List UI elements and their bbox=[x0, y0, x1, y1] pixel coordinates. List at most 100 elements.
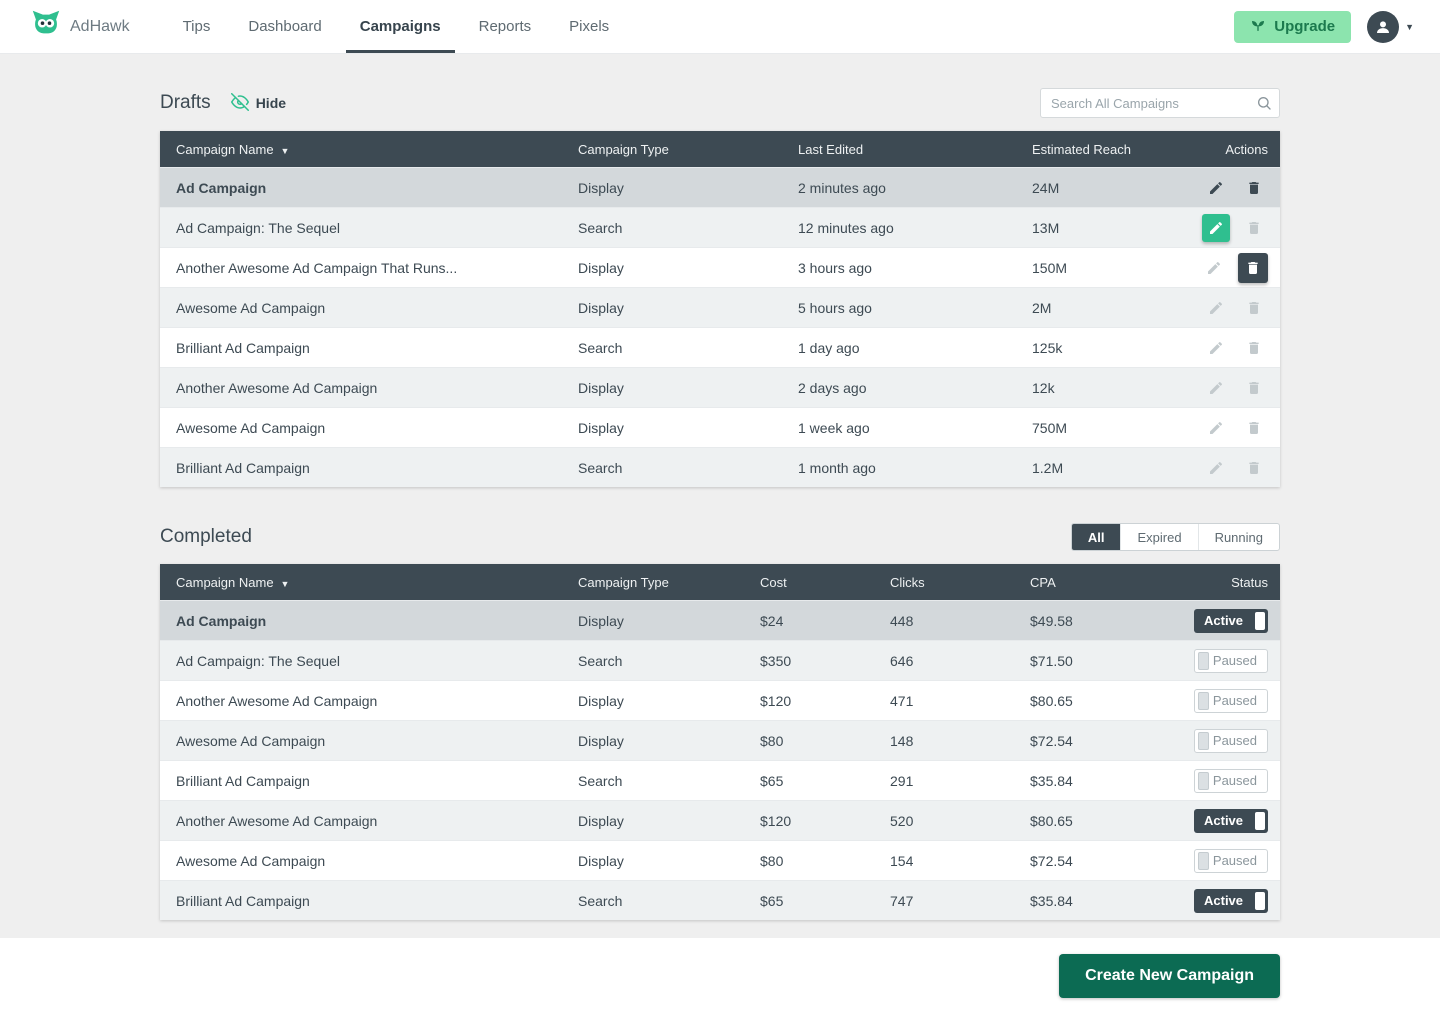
campaign-type: Search bbox=[578, 652, 623, 669]
column-cost[interactable]: Cost bbox=[760, 574, 787, 590]
campaign-type: Display bbox=[578, 812, 624, 829]
delete-button[interactable] bbox=[1240, 294, 1268, 322]
filter-all[interactable]: All bbox=[1071, 524, 1121, 550]
delete-button[interactable] bbox=[1240, 454, 1268, 482]
campaign-type: Display bbox=[578, 612, 624, 629]
last-edited: 1 day ago bbox=[798, 339, 860, 356]
nav-item-tips[interactable]: Tips bbox=[182, 18, 211, 35]
table-row[interactable]: Ad Campaign Display $24 448 $49.58 Activ… bbox=[160, 600, 1280, 640]
status-toggle[interactable]: Active bbox=[1194, 888, 1268, 913]
campaign-name: Another Awesome Ad Campaign bbox=[176, 692, 378, 709]
edit-button[interactable] bbox=[1202, 334, 1230, 362]
row-actions bbox=[1196, 334, 1280, 362]
account-menu[interactable]: ▼ bbox=[1367, 10, 1414, 43]
delete-button[interactable] bbox=[1240, 414, 1268, 442]
column-estimated-reach[interactable]: Estimated Reach bbox=[1032, 141, 1131, 157]
status-toggle[interactable]: Active bbox=[1194, 608, 1268, 633]
toggle-knob bbox=[1255, 611, 1265, 630]
status-toggle[interactable]: Paused bbox=[1194, 728, 1268, 753]
table-row[interactable]: Brilliant Ad Campaign Search 1 day ago 1… bbox=[160, 327, 1280, 367]
campaign-type: Search bbox=[578, 339, 623, 356]
create-new-campaign-button[interactable]: Create New Campaign bbox=[1059, 954, 1280, 998]
row-status: Active bbox=[1190, 888, 1280, 913]
column-campaign-name[interactable]: Campaign Name ▼ bbox=[176, 574, 290, 590]
clicks: 747 bbox=[890, 892, 914, 909]
delete-button[interactable] bbox=[1240, 174, 1268, 202]
column-last-edited[interactable]: Last Edited bbox=[798, 141, 864, 157]
edit-button[interactable] bbox=[1202, 414, 1230, 442]
table-row[interactable]: Another Awesome Ad Campaign Display 2 da… bbox=[160, 367, 1280, 407]
campaign-type: Search bbox=[578, 219, 623, 236]
clicks: 520 bbox=[890, 812, 914, 829]
table-row[interactable]: Brilliant Ad Campaign Search $65 747 $35… bbox=[160, 880, 1280, 920]
table-row[interactable]: Another Awesome Ad Campaign Display $120… bbox=[160, 680, 1280, 720]
brand[interactable]: AdHawk bbox=[30, 10, 130, 43]
delete-button[interactable] bbox=[1240, 214, 1268, 242]
status-toggle[interactable]: Paused bbox=[1194, 688, 1268, 713]
edit-button[interactable] bbox=[1202, 174, 1230, 202]
status-toggle[interactable]: Active bbox=[1194, 808, 1268, 833]
search-input[interactable] bbox=[1040, 88, 1280, 118]
status-toggle[interactable]: Paused bbox=[1194, 648, 1268, 673]
cpa: $80.65 bbox=[1030, 692, 1073, 709]
campaign-type: Search bbox=[578, 772, 623, 789]
edit-button[interactable] bbox=[1202, 294, 1230, 322]
table-row[interactable]: Awesome Ad Campaign Display $80 148 $72.… bbox=[160, 720, 1280, 760]
top-nav: AdHawk Tips Dashboard Campaigns Reports … bbox=[0, 0, 1440, 54]
hide-drafts-link[interactable]: Hide bbox=[230, 92, 287, 114]
estimated-reach: 1.2M bbox=[1032, 459, 1064, 476]
table-row[interactable]: Ad Campaign Display 2 minutes ago 24M bbox=[160, 167, 1280, 207]
trash-icon bbox=[1249, 421, 1259, 434]
cpa: $72.54 bbox=[1030, 732, 1073, 749]
column-campaign-type[interactable]: Campaign Type bbox=[578, 574, 669, 590]
column-campaign-name[interactable]: Campaign Name ▼ bbox=[176, 141, 290, 157]
status-label: Paused bbox=[1212, 733, 1257, 748]
last-edited: 1 week ago bbox=[798, 419, 870, 436]
table-row[interactable]: Ad Campaign: The Sequel Search $350 646 … bbox=[160, 640, 1280, 680]
sort-desc-icon: ▼ bbox=[280, 578, 290, 589]
trash-icon bbox=[1249, 301, 1259, 314]
upgrade-label: Upgrade bbox=[1274, 18, 1336, 35]
cpa: $71.50 bbox=[1030, 652, 1073, 669]
status-label: Paused bbox=[1212, 773, 1257, 788]
edit-button[interactable] bbox=[1200, 254, 1228, 282]
nav-item-dashboard[interactable]: Dashboard bbox=[248, 18, 322, 35]
table-row[interactable]: Brilliant Ad Campaign Search $65 291 $35… bbox=[160, 760, 1280, 800]
drafts-table-body: Ad Campaign Display 2 minutes ago 24M Ad… bbox=[160, 167, 1280, 487]
status-toggle[interactable]: Paused bbox=[1194, 848, 1268, 873]
cpa: $35.84 bbox=[1030, 892, 1073, 909]
delete-button[interactable] bbox=[1238, 252, 1268, 283]
filter-running[interactable]: Running bbox=[1197, 524, 1279, 550]
column-clicks[interactable]: Clicks bbox=[890, 574, 925, 590]
edit-button[interactable] bbox=[1202, 374, 1230, 402]
campaign-name: Brilliant Ad Campaign bbox=[176, 459, 310, 476]
campaign-type: Display bbox=[578, 299, 624, 316]
table-row[interactable]: Another Awesome Ad Campaign That Runs...… bbox=[160, 247, 1280, 287]
column-cpa[interactable]: CPA bbox=[1030, 574, 1056, 590]
upgrade-button[interactable]: Upgrade bbox=[1234, 10, 1352, 43]
delete-button[interactable] bbox=[1240, 334, 1268, 362]
table-row[interactable]: Another Awesome Ad Campaign Display $120… bbox=[160, 800, 1280, 840]
table-row[interactable]: Awesome Ad Campaign Display $80 154 $72.… bbox=[160, 840, 1280, 880]
edit-button[interactable] bbox=[1202, 213, 1230, 242]
trash-icon bbox=[1249, 221, 1259, 234]
table-row[interactable]: Awesome Ad Campaign Display 5 hours ago … bbox=[160, 287, 1280, 327]
drafts-table-header: Campaign Name ▼ Campaign Type Last Edited… bbox=[160, 131, 1280, 167]
status-toggle[interactable]: Paused bbox=[1194, 768, 1268, 793]
nav-item-pixels[interactable]: Pixels bbox=[569, 18, 610, 35]
column-campaign-type[interactable]: Campaign Type bbox=[578, 141, 669, 157]
sort-desc-icon: ▼ bbox=[280, 145, 290, 156]
nav-item-reports[interactable]: Reports bbox=[478, 18, 532, 35]
cost: $120 bbox=[760, 692, 792, 709]
campaign-name: Awesome Ad Campaign bbox=[176, 852, 326, 869]
table-row[interactable]: Awesome Ad Campaign Display 1 week ago 7… bbox=[160, 407, 1280, 447]
table-row[interactable]: Ad Campaign: The Sequel Search 12 minute… bbox=[160, 207, 1280, 247]
delete-button[interactable] bbox=[1240, 374, 1268, 402]
row-status: Paused bbox=[1190, 648, 1280, 673]
nav-item-campaigns[interactable]: Campaigns bbox=[345, 0, 455, 53]
table-row[interactable]: Brilliant Ad Campaign Search 1 month ago… bbox=[160, 447, 1280, 487]
edit-button[interactable] bbox=[1202, 454, 1230, 482]
hide-label: Hide bbox=[255, 95, 287, 111]
completed-filter: All Expired Running bbox=[1070, 523, 1280, 551]
filter-expired[interactable]: Expired bbox=[1120, 524, 1197, 550]
